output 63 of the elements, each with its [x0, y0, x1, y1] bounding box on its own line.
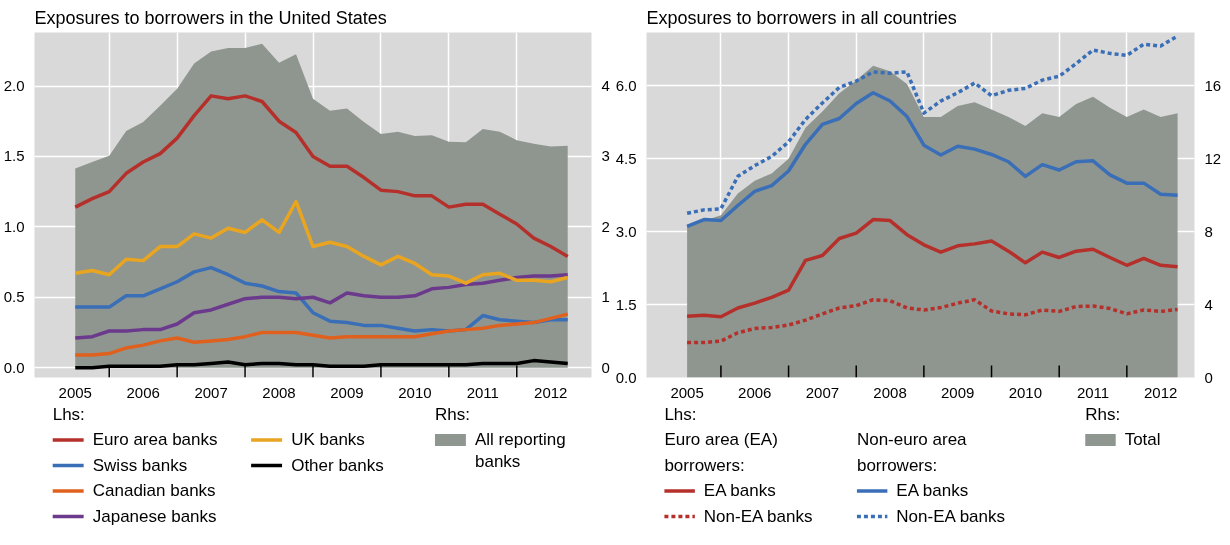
x-tick-label: 2010: [1008, 383, 1043, 401]
y2-tick-label: 8: [1204, 222, 1213, 240]
text: Rhs:: [1085, 404, 1121, 424]
y-tick-label: 1.0: [3, 217, 25, 235]
legend-label: Canadian banks: [92, 481, 216, 500]
x-tick-label: 2012: [1143, 383, 1178, 401]
x-tick-label: 2006: [738, 383, 772, 401]
y-tick-label: 6.0: [615, 76, 637, 94]
y2-tick-label: 4: [1204, 295, 1213, 313]
x-tick-label: 2007: [194, 383, 228, 401]
y-tick-label: 2.0: [3, 77, 25, 95]
legend-label: Japanese banks: [92, 506, 217, 526]
y-tick-label: 3.0: [615, 222, 637, 240]
line-series: [73, 94, 570, 259]
y2-tick-label: 16: [1204, 76, 1222, 94]
text: Non-euro area borrowers:: [856, 430, 968, 475]
x-tick-label: 2007: [805, 383, 840, 401]
x-tick-label: 2005: [58, 383, 92, 401]
legend-label: Non-EA banks: [896, 506, 1006, 526]
y2-tick-label: 4: [601, 77, 610, 95]
y-tick-label: 0.0: [3, 358, 25, 376]
line-series: [685, 217, 1180, 319]
y-tick-label: 0.0: [615, 368, 637, 386]
x-tick-label: 2009: [330, 383, 364, 401]
text: Euro area (EA) borrowers:: [664, 430, 778, 475]
x-tick-label: 2009: [941, 383, 975, 401]
chart-title: Exposures to borrowers in all countries: [646, 7, 957, 28]
chart-title: Exposures to borrowers in the United States: [34, 7, 387, 28]
x-tick-label: 2011: [1076, 383, 1110, 401]
y-tick-label: 0.5: [3, 288, 25, 306]
x-tick-label: 2008: [873, 383, 907, 401]
legend-label: Non-EA banks: [703, 506, 813, 526]
legend-label: All reporting banks: [475, 430, 566, 471]
legend-label: Total: [1124, 430, 1161, 449]
line-series: [685, 91, 1180, 229]
legend-label: Other banks: [291, 455, 384, 475]
y2-tick-label: 1: [601, 288, 610, 306]
x-tick-label: 2005: [670, 383, 704, 401]
line-series: [685, 298, 1180, 345]
y2-tick-label: 0: [1204, 368, 1213, 386]
x-tick-label: 2008: [262, 383, 296, 401]
line-series: [73, 272, 570, 340]
x-tick-label: 2011: [466, 383, 499, 401]
y-tick-label: 1.5: [615, 295, 637, 313]
line-series: [73, 312, 570, 357]
y2-tick-label: 0: [601, 358, 610, 376]
legend-label: Swiss banks: [92, 455, 188, 475]
x-tick-label: 2006: [126, 383, 160, 401]
text: Lhs:: [664, 404, 697, 424]
legend-label: EA banks: [703, 481, 776, 500]
text: Lhs:: [52, 404, 85, 424]
text: Rhs:: [434, 404, 470, 424]
y2-tick-label: 3: [601, 147, 610, 165]
legend-label: EA banks: [896, 481, 969, 500]
y-tick-label: 4.5: [615, 149, 637, 167]
x-tick-label: 2010: [398, 383, 432, 401]
legend-label: Euro area banks: [92, 430, 218, 449]
line-series: [73, 199, 570, 285]
y2-tick-label: 2: [601, 217, 610, 235]
y-tick-label: 1.5: [3, 147, 25, 165]
x-tick-label: 2012: [534, 383, 568, 401]
legend-label: UK banks: [291, 430, 365, 449]
y2-tick-label: 12: [1204, 149, 1222, 167]
